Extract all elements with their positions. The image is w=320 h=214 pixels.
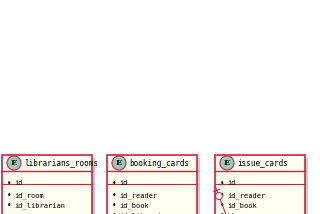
FancyBboxPatch shape bbox=[215, 155, 305, 214]
Text: •: • bbox=[220, 178, 225, 187]
Text: •: • bbox=[7, 178, 12, 187]
Text: •: • bbox=[112, 178, 116, 187]
Text: •: • bbox=[112, 202, 116, 211]
Text: id_reader: id_reader bbox=[227, 193, 265, 199]
Text: id: id bbox=[227, 180, 236, 186]
Text: E: E bbox=[11, 159, 17, 167]
Text: id: id bbox=[119, 180, 127, 186]
Text: •: • bbox=[7, 192, 12, 201]
Text: id_librarian: id_librarian bbox=[119, 213, 170, 214]
Circle shape bbox=[215, 193, 222, 200]
FancyBboxPatch shape bbox=[5, 158, 95, 214]
Text: booking_cards: booking_cards bbox=[129, 159, 189, 168]
Text: •: • bbox=[112, 192, 116, 201]
Text: •: • bbox=[220, 202, 225, 211]
Text: id_reader: id_reader bbox=[119, 193, 157, 199]
FancyBboxPatch shape bbox=[110, 158, 200, 214]
Text: librarians_rooms: librarians_rooms bbox=[24, 159, 98, 168]
Text: E: E bbox=[224, 159, 230, 167]
Text: time: time bbox=[227, 213, 244, 214]
Text: E: E bbox=[116, 159, 122, 167]
Text: issue_cards: issue_cards bbox=[237, 159, 288, 168]
Text: •: • bbox=[220, 211, 225, 214]
FancyBboxPatch shape bbox=[107, 155, 197, 214]
Text: id: id bbox=[14, 180, 22, 186]
Text: id_room: id_room bbox=[14, 193, 44, 199]
Circle shape bbox=[7, 156, 21, 170]
Text: id_librarian: id_librarian bbox=[14, 203, 65, 209]
FancyBboxPatch shape bbox=[2, 155, 92, 214]
Text: •: • bbox=[112, 211, 116, 214]
Circle shape bbox=[220, 156, 234, 170]
Text: •: • bbox=[7, 202, 12, 211]
Text: id_book: id_book bbox=[119, 203, 149, 209]
Circle shape bbox=[112, 156, 126, 170]
Text: •: • bbox=[220, 192, 225, 201]
FancyBboxPatch shape bbox=[218, 158, 308, 214]
Text: id_book: id_book bbox=[227, 203, 257, 209]
